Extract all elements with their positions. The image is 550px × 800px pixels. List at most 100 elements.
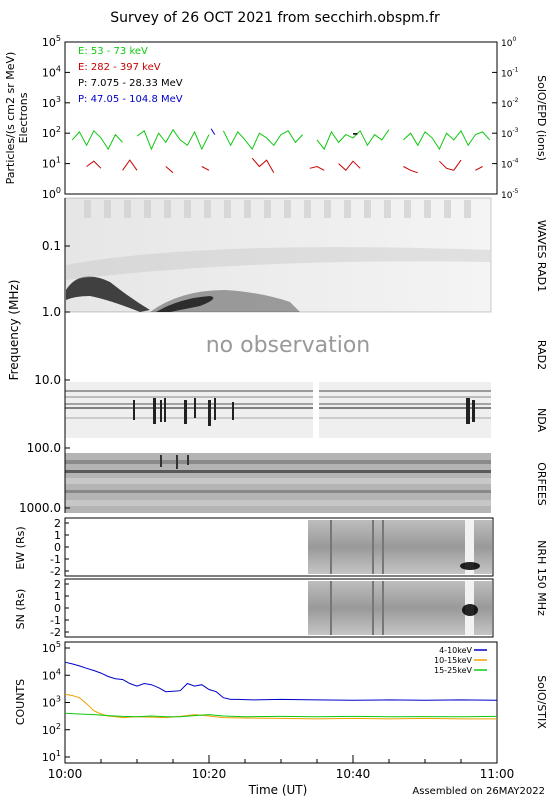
nrh-ew-tick-label: 2 xyxy=(54,517,61,530)
time-axis-label: Time (UT) xyxy=(248,783,308,797)
nrh-ew-tick-label: -1 xyxy=(50,553,61,566)
time-ticks xyxy=(64,755,498,763)
epd-series-line-e-low xyxy=(71,128,491,151)
orfees-label: ORFEES xyxy=(535,462,548,506)
time-axis: 10:00 10:20 10:40 11:00 Time (UT) Assemb… xyxy=(48,755,545,797)
nrh-sn-tick-label: 1 xyxy=(54,590,61,603)
frequency-tick-label: 10.0 xyxy=(34,373,61,387)
orfees-bursts xyxy=(160,455,189,469)
rad2-panel: no observation RAD2 xyxy=(206,333,548,370)
time-tick-1000: 10:00 xyxy=(48,767,83,781)
nrh-ew-source xyxy=(460,562,480,570)
nrh-ew-ticks: 210-1-2 xyxy=(50,517,69,578)
stix-legend-4-10: 4-10keV xyxy=(439,646,472,655)
nrh-sn-ticks: 210-1-2 xyxy=(50,578,69,639)
nrh-ew-saturated xyxy=(465,520,474,574)
stix-legend: 4-10keV 10-15keV 15-25keV xyxy=(434,646,487,675)
nrh-sn-tick-label: 0 xyxy=(54,602,61,615)
waves-type2-core xyxy=(156,296,214,312)
stix-tick-label: 102 xyxy=(42,722,61,737)
stix-tick-label: 103 xyxy=(42,695,61,710)
orfees-panel: ORFEES xyxy=(65,453,548,513)
nrh-right-label: NRH 150 MHz xyxy=(535,540,548,616)
epd-frame xyxy=(64,41,498,195)
epd-series xyxy=(71,128,491,174)
stix-legend-15-25: 15-25keV xyxy=(434,666,473,675)
epd-panel: 105 104 103 102 101 100 100 10-1 10-2 10-3 10-4 10-… xyxy=(4,34,548,201)
stix-tick-label: 104 xyxy=(42,667,61,682)
epd-right-tick-label: 10-3 xyxy=(501,127,519,140)
nda-label: NDA xyxy=(535,408,548,433)
epd-right-label: SolO/EPD (ions) xyxy=(535,75,548,161)
nda-bursts xyxy=(133,398,475,426)
assembled-note: Assembled on 26MAY2022 xyxy=(412,786,545,797)
stix-series xyxy=(64,661,498,720)
nrh-sn-source xyxy=(462,604,478,616)
time-tick-1040: 10:40 xyxy=(336,767,371,781)
stix-ylabel: COUNTS xyxy=(14,679,27,725)
nrh-ew-tick-label: 1 xyxy=(54,529,61,542)
epd-right-tick-label: 100 xyxy=(501,36,516,49)
stix-tick-label: 105 xyxy=(42,640,61,655)
nrh-sn-image xyxy=(308,581,492,635)
nrh-sn-tick-label: 2 xyxy=(54,578,61,591)
epd-series-p-high-fragment xyxy=(210,128,216,135)
nda-left-block xyxy=(65,382,313,438)
epd-left-tick-label: 102 xyxy=(42,125,61,140)
nrh-ew-tick-label: 0 xyxy=(54,541,61,554)
nrh-sn-streaks xyxy=(330,581,384,635)
stix-series-line-4-10 xyxy=(64,661,498,701)
waves-striations xyxy=(84,200,471,218)
epd-series-line-e-high xyxy=(86,157,483,174)
waves-faint-emission xyxy=(66,247,490,280)
stix-right-label: SolO/STIX xyxy=(535,675,548,729)
epd-left-tick-label: 101 xyxy=(42,156,61,171)
stix-series-line-15-25 xyxy=(64,712,498,718)
epd-left-tick-label: 103 xyxy=(42,95,61,110)
frequency-tick-label: 1000.0 xyxy=(19,501,61,515)
time-tick-1100: 11:00 xyxy=(480,767,515,781)
nrh-sn-panel: 210-1-2 SN (Rs) xyxy=(14,578,494,639)
nda-panel: NDA xyxy=(65,382,548,438)
stix-frame xyxy=(64,641,498,764)
epd-left-tick-label: 104 xyxy=(42,64,61,79)
frequency-tick-label: 0.1 xyxy=(42,239,61,253)
nrh-ew-panel: 210-1-2 EW (Rs) xyxy=(14,517,494,578)
epd-ylabel-electrons: Electrons xyxy=(17,92,30,143)
epd-right-tick-label: 10-1 xyxy=(501,66,519,79)
epd-right-tick-label: 10-4 xyxy=(501,158,519,171)
epd-right-tick-label: 10-5 xyxy=(501,188,519,201)
epd-legend-e-high: E: 282 - 397 keV xyxy=(78,62,161,73)
epd-left-tick-label: 100 xyxy=(42,186,61,201)
waves-background xyxy=(65,198,491,312)
nda-horizontal-lines xyxy=(65,390,491,419)
stix-series-line-10-15 xyxy=(64,693,497,720)
epd-ylabel: Particles/(s cm2 sr MeV) xyxy=(4,52,17,185)
waves-type3-burst-1 xyxy=(66,276,150,312)
waves-label: WAVES RAD1 xyxy=(535,220,548,292)
epd-right-tick-label: 10-2 xyxy=(501,97,519,110)
nrh-ew-ylabel: EW (Rs) xyxy=(14,526,27,569)
frequency-ticks: 0.1 1.0 10.0 100.0 1000.0 xyxy=(19,239,70,515)
nrh-sn-tick-label: -2 xyxy=(50,626,61,639)
stix-y-ticks: 105 104 103 102 101 xyxy=(42,640,70,764)
rad2-no-observation: no observation xyxy=(206,333,371,358)
epd-y-ticks: 105 104 103 102 101 100 100 10-1 10-2 10-3 10-4 10-… xyxy=(42,34,519,201)
stix-legend-10-15: 10-15keV xyxy=(434,656,473,665)
rad2-label: RAD2 xyxy=(535,340,548,370)
epd-legend-p-high: P: 47.05 - 104.8 MeV xyxy=(78,94,183,105)
nrh-sn-ylabel: SN (Rs) xyxy=(14,589,27,630)
time-tick-1020: 10:20 xyxy=(192,767,227,781)
stix-tick-label: 101 xyxy=(42,749,61,764)
epd-legend: E: 53 - 73 keV E: 282 - 397 keV P: 7.075… xyxy=(78,46,183,105)
nrh-sn-tick-label: -1 xyxy=(50,614,61,627)
orfees-bands xyxy=(65,460,491,506)
nrh-ew-tick-label: -2 xyxy=(50,565,61,578)
epd-left-tick-label: 105 xyxy=(42,34,61,49)
waves-panel: WAVES RAD1 xyxy=(64,197,548,313)
frequency-ylabel: Frequency (MHz) xyxy=(7,280,21,381)
stix-panel: 105 104 103 102 101 4-10keV 10-15keV 15-25ke… xyxy=(14,640,548,764)
nrh-ew-streaks xyxy=(330,520,384,574)
epd-legend-p-low: P: 7.075 - 28.33 MeV xyxy=(78,78,183,89)
